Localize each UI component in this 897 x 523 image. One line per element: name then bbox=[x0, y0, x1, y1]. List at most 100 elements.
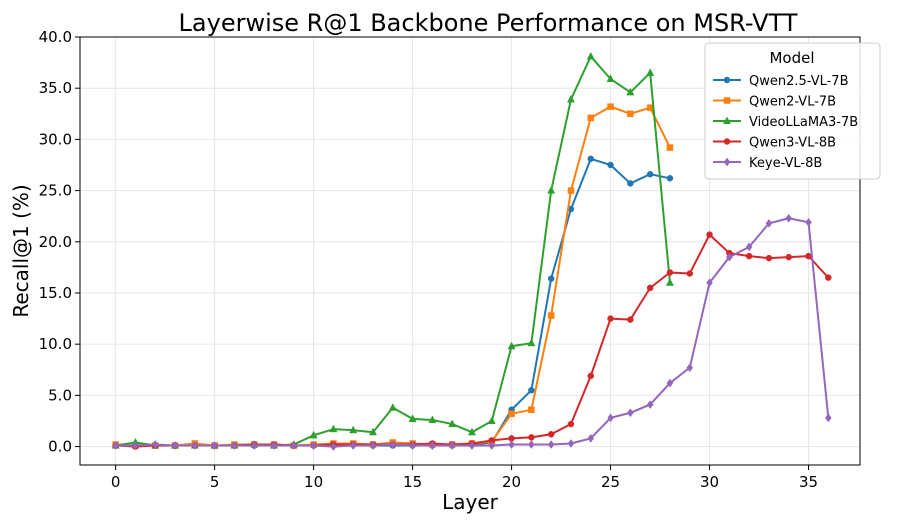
data-point bbox=[231, 441, 238, 450]
data-point bbox=[666, 175, 674, 182]
legend-title: Model bbox=[769, 49, 814, 67]
series-qwen2-vl-7b bbox=[112, 103, 674, 449]
legend-label: Qwen3-VL-8B bbox=[749, 136, 836, 151]
data-point bbox=[567, 420, 575, 428]
y-tick-label: 5.0 bbox=[48, 386, 72, 404]
x-tick-label: 15 bbox=[403, 473, 422, 491]
data-point bbox=[646, 170, 654, 178]
ticks: 0 5 10 15 20 25 30 35 0.0 5.0 10.0 15.0 20.0 25.0 30.0… bbox=[39, 28, 818, 491]
data-point bbox=[487, 416, 496, 425]
data-point bbox=[171, 441, 179, 450]
y-tick-label: 25.0 bbox=[39, 182, 72, 200]
data-point bbox=[191, 441, 199, 450]
legend-marker bbox=[723, 157, 731, 167]
y-tick-label: 20.0 bbox=[39, 233, 72, 251]
data-point bbox=[310, 441, 317, 450]
data-point bbox=[528, 387, 535, 394]
data-point bbox=[290, 441, 298, 450]
legend-marker bbox=[723, 138, 731, 145]
data-point bbox=[607, 413, 614, 423]
data-point bbox=[785, 253, 792, 261]
data-point bbox=[547, 312, 555, 319]
data-point bbox=[448, 441, 456, 450]
data-point bbox=[566, 94, 575, 103]
y-tick-label: 10.0 bbox=[39, 335, 72, 353]
data-point bbox=[528, 406, 535, 413]
legend-label: Qwen2-VL-7B bbox=[749, 95, 836, 110]
data-point bbox=[507, 341, 516, 350]
data-point bbox=[270, 441, 278, 450]
x-tick-label: 25 bbox=[601, 473, 620, 491]
legend-marker bbox=[722, 116, 732, 125]
data-point bbox=[587, 433, 595, 443]
data-point bbox=[765, 218, 773, 228]
data-point bbox=[706, 278, 713, 288]
data-point bbox=[349, 425, 358, 434]
y-tick-label: 40.0 bbox=[39, 28, 72, 46]
y-tick-label: 35.0 bbox=[39, 79, 72, 97]
series-line bbox=[115, 157, 671, 447]
data-point bbox=[488, 441, 496, 450]
data-point bbox=[627, 316, 634, 323]
data-point bbox=[527, 338, 536, 347]
data-point bbox=[528, 434, 535, 441]
data-point bbox=[349, 441, 357, 450]
data-point bbox=[329, 424, 338, 433]
data-point bbox=[586, 51, 595, 60]
data-point bbox=[587, 372, 595, 380]
data-point bbox=[825, 274, 832, 281]
legend-box bbox=[704, 42, 881, 180]
data-point bbox=[646, 400, 654, 410]
data-point bbox=[686, 270, 693, 277]
legend-marker bbox=[723, 76, 731, 84]
data-point bbox=[686, 363, 694, 373]
data-point bbox=[408, 414, 417, 422]
data-point bbox=[429, 441, 436, 450]
data-point bbox=[587, 114, 595, 122]
x-tick-label: 35 bbox=[799, 473, 818, 491]
data-point bbox=[607, 161, 614, 169]
data-point bbox=[467, 427, 476, 436]
data-point bbox=[567, 187, 575, 194]
data-point bbox=[665, 278, 674, 286]
data-point bbox=[448, 419, 457, 428]
y-tick-label: 15.0 bbox=[39, 284, 72, 302]
series-layer bbox=[111, 51, 832, 451]
data-point bbox=[765, 254, 773, 262]
data-point bbox=[330, 442, 337, 451]
data-point bbox=[606, 74, 615, 83]
data-point bbox=[567, 439, 575, 448]
data-point bbox=[745, 242, 753, 252]
data-point bbox=[211, 441, 218, 450]
legend-label: Keye-VL-8B bbox=[749, 156, 822, 171]
data-point bbox=[369, 441, 377, 450]
data-point bbox=[112, 441, 119, 450]
x-tick-label: 10 bbox=[304, 473, 323, 491]
legend-label: Qwen2.5-VL-7B bbox=[749, 74, 849, 89]
data-point bbox=[132, 441, 139, 450]
data-point bbox=[309, 430, 318, 439]
data-point bbox=[706, 231, 713, 238]
data-point bbox=[250, 441, 258, 450]
data-point bbox=[547, 275, 555, 282]
legend: Model Qwen2.5-VL-7B Qwen2-VL-7B VideoLLaMA… bbox=[704, 42, 881, 180]
chart-title: Layerwise R@1 Backbone Performance on MS… bbox=[179, 9, 798, 37]
data-point bbox=[666, 144, 674, 151]
data-point bbox=[388, 403, 397, 411]
series-keye-vl-8b bbox=[112, 213, 832, 451]
data-point bbox=[626, 87, 635, 96]
data-point bbox=[428, 415, 437, 423]
data-point bbox=[587, 155, 595, 163]
data-point bbox=[627, 110, 634, 118]
series-line bbox=[115, 217, 830, 448]
data-point bbox=[389, 440, 397, 449]
x-axis-label: Layer bbox=[442, 490, 499, 514]
data-point bbox=[508, 440, 515, 449]
data-point bbox=[547, 440, 555, 449]
data-point bbox=[825, 413, 832, 423]
x-tick-label: 5 bbox=[210, 473, 220, 491]
legend-label: VideoLLaMA3-7B bbox=[749, 115, 858, 130]
data-point bbox=[726, 252, 733, 262]
data-point bbox=[508, 410, 515, 418]
